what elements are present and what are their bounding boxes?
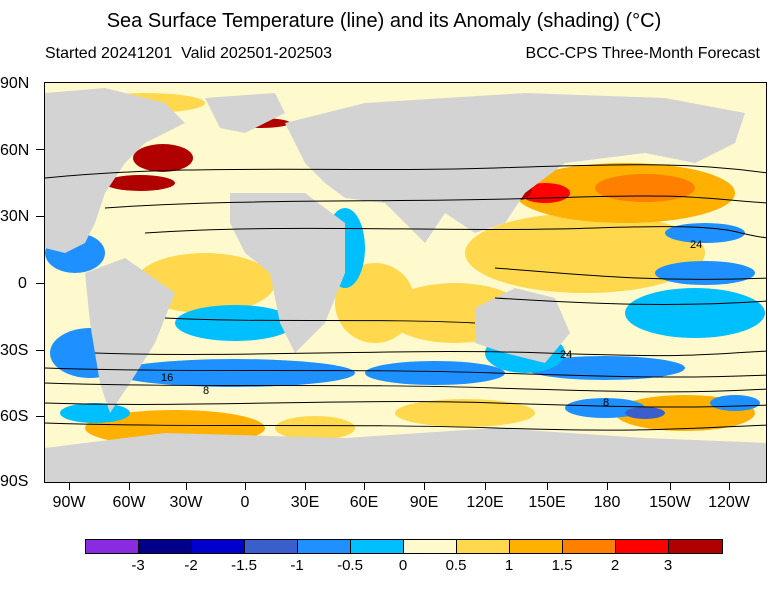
lon-tick <box>186 483 187 490</box>
colorbar-label: -3 <box>131 557 145 574</box>
map-canvas: 24 24 16 8 8 <box>45 83 766 482</box>
south-america <box>85 258 175 413</box>
eurasia <box>285 93 745 243</box>
lon-tick <box>607 483 608 490</box>
land-masses <box>45 88 766 482</box>
lat-label-90s: 90S <box>0 473 29 490</box>
lat-label-60n: 60N <box>0 142 30 159</box>
lat-label-30n: 30N <box>0 208 30 225</box>
colorbar-swatch <box>669 540 722 553</box>
lat-tick <box>36 350 44 351</box>
colorbar-swatch <box>457 540 510 553</box>
antarctica <box>45 428 766 482</box>
lon-label-90e: 90E <box>409 494 439 511</box>
lon-tick <box>364 483 365 490</box>
colorbar-swatch <box>510 540 563 553</box>
valid-range: Valid 202501-202503 <box>181 45 333 62</box>
colorbar-swatch <box>404 540 457 553</box>
australia <box>475 288 570 363</box>
colorbar-label: -1.5 <box>231 557 257 574</box>
lon-label-180: 180 <box>593 494 621 511</box>
lon-tick <box>485 483 486 490</box>
colorbar-label: -1 <box>290 557 304 574</box>
sst-anomaly-map: 24 24 16 8 8 <box>44 82 767 483</box>
colorbar-swatch <box>298 540 351 553</box>
colorbar-label: -0.5 <box>337 557 363 574</box>
colorbar-swatch <box>351 540 404 553</box>
lon-label-30w: 30W <box>169 494 203 511</box>
lon-tick <box>670 483 671 490</box>
colorbar-label: 1.5 <box>551 557 573 574</box>
colorbar-label: -2 <box>184 557 198 574</box>
colorbar-swatch <box>563 540 616 553</box>
colorbar <box>85 539 723 554</box>
lon-label-150e: 150E <box>528 494 566 511</box>
lon-label-0: 0 <box>240 494 250 511</box>
lon-label-150w: 150W <box>649 494 691 511</box>
colorbar-swatch <box>86 540 139 553</box>
colorbar-swatch <box>616 540 669 553</box>
lon-tick <box>245 483 246 490</box>
contour-label: 8 <box>603 397 609 409</box>
lon-tick <box>547 483 548 490</box>
colorbar-swatch <box>192 540 245 553</box>
contour-label: 24 <box>560 349 572 361</box>
lon-label-60e: 60E <box>349 494 379 511</box>
lat-tick <box>36 149 44 150</box>
lon-label-30e: 30E <box>290 494 320 511</box>
colorbar-label: 2 <box>610 557 620 574</box>
lon-tick <box>424 483 425 490</box>
lon-label-120e: 120E <box>466 494 504 511</box>
lat-label-30s: 30S <box>0 342 29 359</box>
contour-label: 8 <box>203 385 209 397</box>
north-america <box>45 88 185 253</box>
forecast-dates: Started 20241201 Valid 202501-202503 <box>45 45 332 63</box>
lat-tick <box>36 216 44 217</box>
lat-label-60s: 60S <box>0 408 29 425</box>
lat-label-90n: 90N <box>0 75 30 92</box>
africa <box>230 193 345 353</box>
lon-tick <box>305 483 306 490</box>
sst-contours <box>45 164 766 431</box>
contour-label: 24 <box>690 239 702 251</box>
colorbar-label: 0 <box>398 557 408 574</box>
contour-label-group: 24 24 16 8 8 <box>161 239 702 409</box>
forecast-name: BCC-CPS Three-Month Forecast <box>525 45 760 62</box>
greenland <box>205 93 285 133</box>
lon-label-60w: 60W <box>112 494 146 511</box>
lat-tick <box>36 416 44 417</box>
lon-label-120w: 120W <box>708 494 750 511</box>
colorbar-swatch <box>139 540 192 553</box>
colorbar-label: 1 <box>504 557 514 574</box>
colorbar-swatch <box>245 540 298 553</box>
lon-tick <box>729 483 730 490</box>
lat-tick <box>36 283 44 284</box>
colorbar-label: 3 <box>663 557 673 574</box>
lon-tick <box>129 483 130 490</box>
lon-tick <box>69 483 70 490</box>
started-date: Started 20241201 <box>45 45 173 62</box>
lat-label-equator: 0 <box>18 275 27 292</box>
contour-label: 16 <box>161 372 173 384</box>
lon-label-90w: 90W <box>52 494 86 511</box>
figure-title: Sea Surface Temperature (line) and its A… <box>106 10 662 32</box>
colorbar-label: 0.5 <box>445 557 467 574</box>
